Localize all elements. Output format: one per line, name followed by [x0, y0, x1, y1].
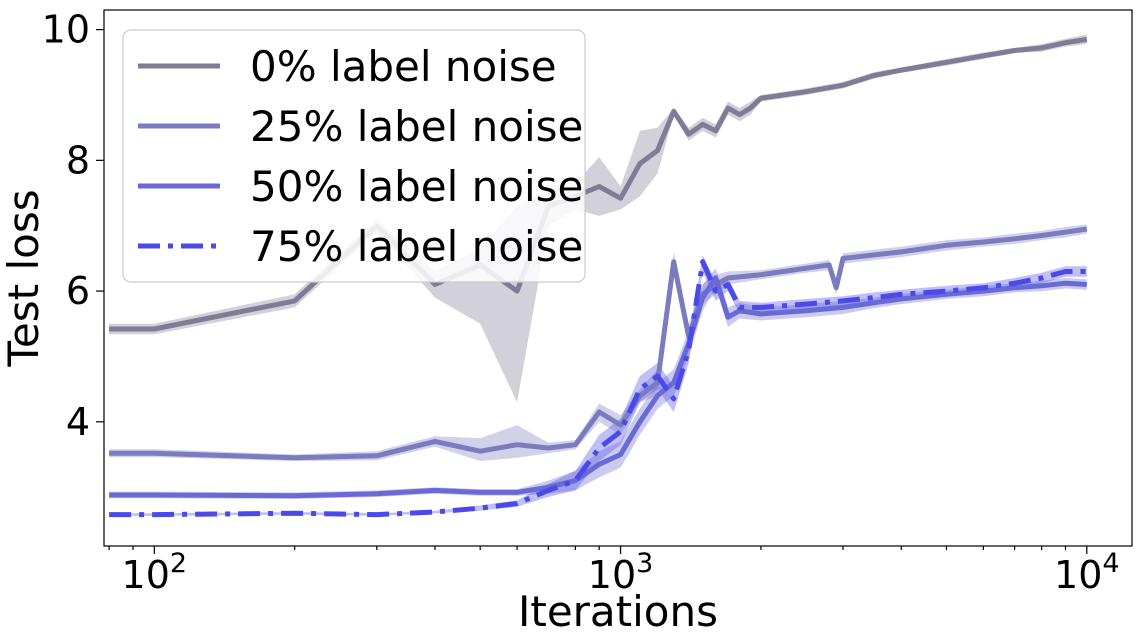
y-tick-label: 10	[42, 8, 90, 52]
series-line-3	[109, 259, 1087, 518]
x-tick-label: 102	[122, 548, 188, 597]
y-tick-label: 8	[66, 138, 90, 182]
y-tick-label: 4	[66, 400, 90, 444]
legend-label-2: 50% label noise	[250, 162, 583, 211]
y-axis: 4 6 8 10	[42, 8, 104, 444]
legend-box	[122, 29, 586, 283]
x-tick-label: 104	[1054, 548, 1120, 597]
plot-area-frame	[103, 9, 1133, 547]
legend: 0% label noise 25% label noise 50% label n…	[122, 29, 586, 283]
legend-label-3: 75% label noise	[250, 222, 583, 271]
x-axis: 102 103 104	[108, 546, 1120, 597]
legend-label-0: 0% label noise	[250, 42, 557, 91]
y-axis-label: Test loss	[0, 189, 48, 367]
x-axis-label: Iterations	[518, 587, 718, 636]
series-line-2	[109, 275, 1087, 499]
legend-label-1: 25% label noise	[250, 102, 583, 151]
y-tick-label: 6	[66, 269, 90, 313]
x-tick-label: 103	[588, 548, 654, 597]
